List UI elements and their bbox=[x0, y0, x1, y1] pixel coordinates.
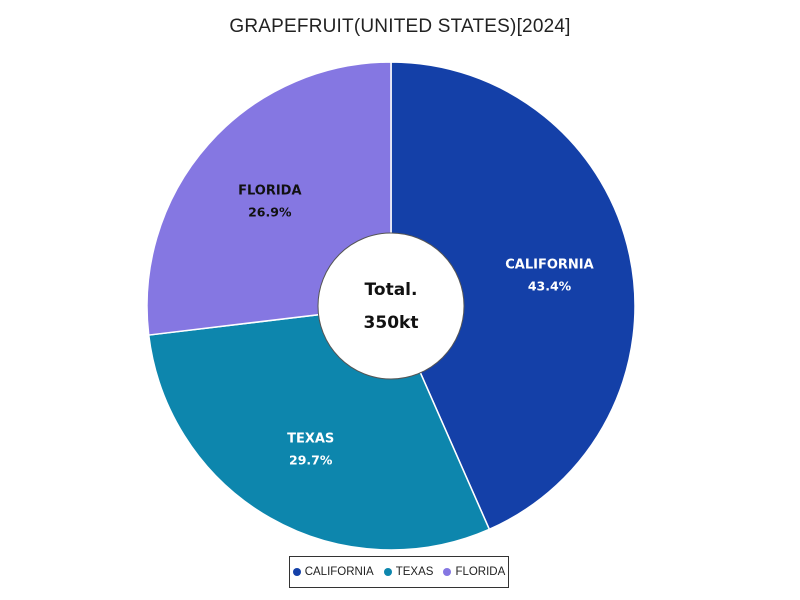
slice-label-texas: TEXAS bbox=[287, 432, 334, 447]
slice-percent-florida: 26.9% bbox=[248, 205, 292, 220]
slice-label-california: CALIFORNIA bbox=[505, 258, 593, 273]
legend-label-texas: TEXAS bbox=[395, 566, 434, 578]
legend: CALIFORNIA TEXAS FLORIDA bbox=[289, 556, 509, 588]
legend-swatch-california bbox=[292, 568, 301, 576]
slice-california bbox=[390, 61, 636, 531]
legend-label-florida: FLORIDA bbox=[455, 566, 506, 578]
center-total-value: 350kt bbox=[364, 313, 419, 333]
legend-swatch-texas bbox=[383, 568, 392, 576]
legend-item-texas[interactable]: TEXAS bbox=[383, 566, 434, 578]
donut-hole bbox=[317, 232, 465, 380]
slice-percent-california: 43.4% bbox=[528, 279, 572, 294]
chart-title: GRAPEFRUIT(UNITED STATES)[2024] bbox=[229, 16, 571, 37]
slice-percent-texas: 29.7% bbox=[289, 453, 333, 468]
slice-label-florida: FLORIDA bbox=[238, 184, 301, 199]
legend-label-california: CALIFORNIA bbox=[304, 566, 374, 578]
legend-item-california[interactable]: CALIFORNIA bbox=[292, 566, 374, 578]
legend-swatch-florida bbox=[443, 568, 452, 576]
center-total-label: Total. bbox=[365, 280, 418, 300]
legend-item-florida[interactable]: FLORIDA bbox=[443, 566, 505, 578]
